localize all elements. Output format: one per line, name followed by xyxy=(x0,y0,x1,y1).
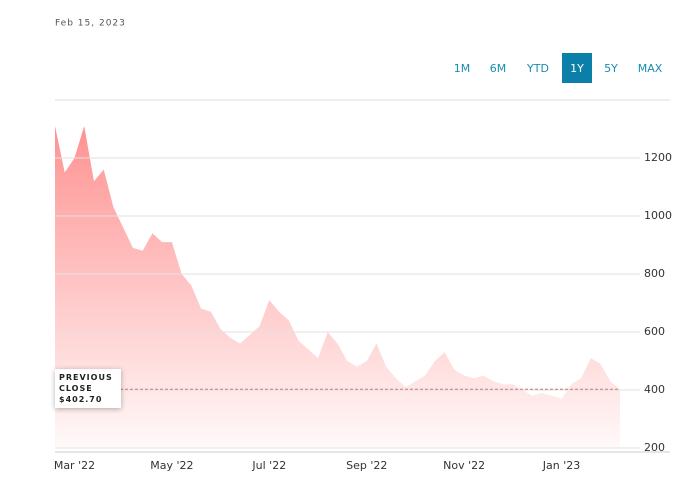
range-button[interactable]: 1M xyxy=(454,62,471,75)
range-button-label: 5Y xyxy=(604,62,618,75)
range-button[interactable]: 6M xyxy=(490,62,507,75)
range-button-label: 1M xyxy=(454,62,471,75)
range-button-bg xyxy=(562,53,592,83)
previous-close-title: PREVIOUS CLOSE xyxy=(59,373,113,394)
y-tick-label: 600 xyxy=(644,325,665,338)
range-button[interactable]: 1Y xyxy=(562,53,592,83)
y-tick-label: 800 xyxy=(644,267,665,280)
range-button[interactable]: YTD xyxy=(526,62,549,75)
range-button-label: 6M xyxy=(490,62,507,75)
range-button[interactable]: MAX xyxy=(638,62,663,75)
x-tick-label: Jan '23 xyxy=(542,459,580,472)
x-tick-label: May '22 xyxy=(150,459,193,472)
range-button-label: 1Y xyxy=(570,62,584,75)
y-tick-label: 400 xyxy=(644,383,665,396)
range-button-label: MAX xyxy=(638,62,663,75)
area xyxy=(55,126,620,448)
previous-close-box: PREVIOUS CLOSE $402.70 xyxy=(55,369,121,409)
x-tick-label: Mar '22 xyxy=(54,459,95,472)
previous-close-value: $402.70 xyxy=(59,395,103,405)
y-tick-label: 1200 xyxy=(644,151,672,164)
y-tick-label: 1000 xyxy=(644,209,672,222)
x-tick-label: Jul '22 xyxy=(251,459,286,472)
range-button-label: YTD xyxy=(526,62,549,75)
range-button[interactable]: 5Y xyxy=(604,62,618,75)
x-tick-label: Nov '22 xyxy=(443,459,485,472)
x-tick-label: Sep '22 xyxy=(346,459,387,472)
y-tick-label: 200 xyxy=(644,441,665,454)
date: Feb 15, 2023 xyxy=(55,19,126,29)
